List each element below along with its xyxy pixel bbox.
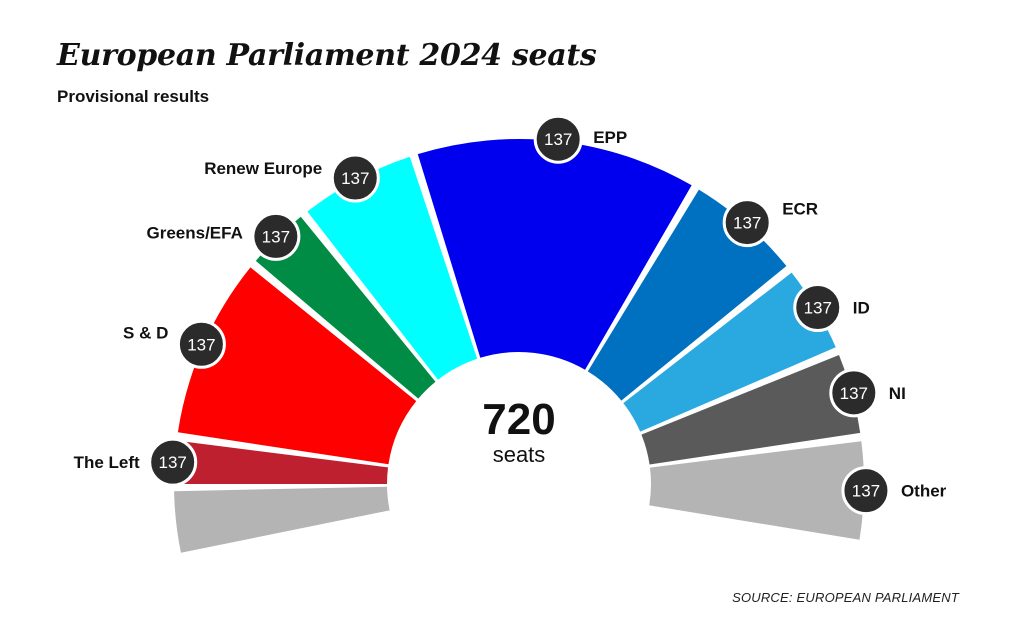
seat-badge-greens-efa: 137 [251,211,301,261]
seat-badge-circle [148,437,198,487]
segment-ni [641,355,861,465]
seat-badge-id: 137 [793,283,843,332]
seat-badge-ni: 137 [829,368,879,418]
seat-badge-s-and-d: 137 [176,319,226,369]
source-note: SOURCE: EUROPEAN PARLIAMENT [732,590,959,605]
segment-id [623,272,836,432]
party-label-epp: EPP [593,128,627,147]
party-label-ecr: ECR [782,200,818,219]
seat-count-the-left: 137 [159,453,187,472]
seat-badge-circle [330,153,380,203]
seat-badge-the-left: 137 [148,437,198,487]
seat-badge-epp: 137 [533,114,583,164]
seat-count-s-and-d: 137 [187,335,215,354]
total-seats-label: seats [493,442,546,467]
seat-badge-circle [841,466,891,516]
seat-count-epp: 137 [544,130,572,149]
seat-badge-ecr: 137 [722,198,772,248]
seat-count-id: 137 [804,299,832,318]
segment-epp [417,138,692,370]
party-label-other: Other [901,482,947,501]
seat-badge-circle [533,114,583,164]
party-label-id: ID [853,299,870,318]
segment-greens-efa [255,216,436,399]
seat-count-ni: 137 [840,384,868,403]
seat-badge-circle [829,368,879,418]
party-label-renew-europe: Renew Europe [204,159,322,178]
party-label-greens-efa: Greens/EFA [146,223,242,242]
seat-badge-circle [722,198,772,248]
total-seats-value: 720 [482,395,555,444]
party-label-ni: NI [889,384,906,403]
seat-badge-circle [251,211,301,261]
segments-layer [174,138,865,553]
chart-subtitle: Provisional results [57,87,210,106]
seat-count-renew-europe: 137 [341,169,369,188]
seat-badge-renew-europe: 137 [330,153,380,203]
labels-layer: 137 The Left 137 S & D 137 Greens/EFA 137 Renew… [74,114,947,516]
seat-count-greens-efa: 137 [262,227,290,246]
seat-badge-circle [176,319,226,369]
seat-count-ecr: 137 [733,214,761,233]
seat-badge-circle [793,283,843,332]
segment-other [649,441,865,540]
party-label-s-and-d: S & D [123,323,168,342]
segment-the-left [174,440,389,484]
seat-count-other: 137 [852,482,880,501]
segment-unlabelled [174,486,390,553]
segment-s-and-d [177,267,417,465]
seat-badge-other: 137 [841,466,891,516]
party-label-the-left: The Left [74,453,140,472]
segment-renew-europe [307,156,478,380]
chart-title: European Parliament 2024 seats [57,38,597,73]
